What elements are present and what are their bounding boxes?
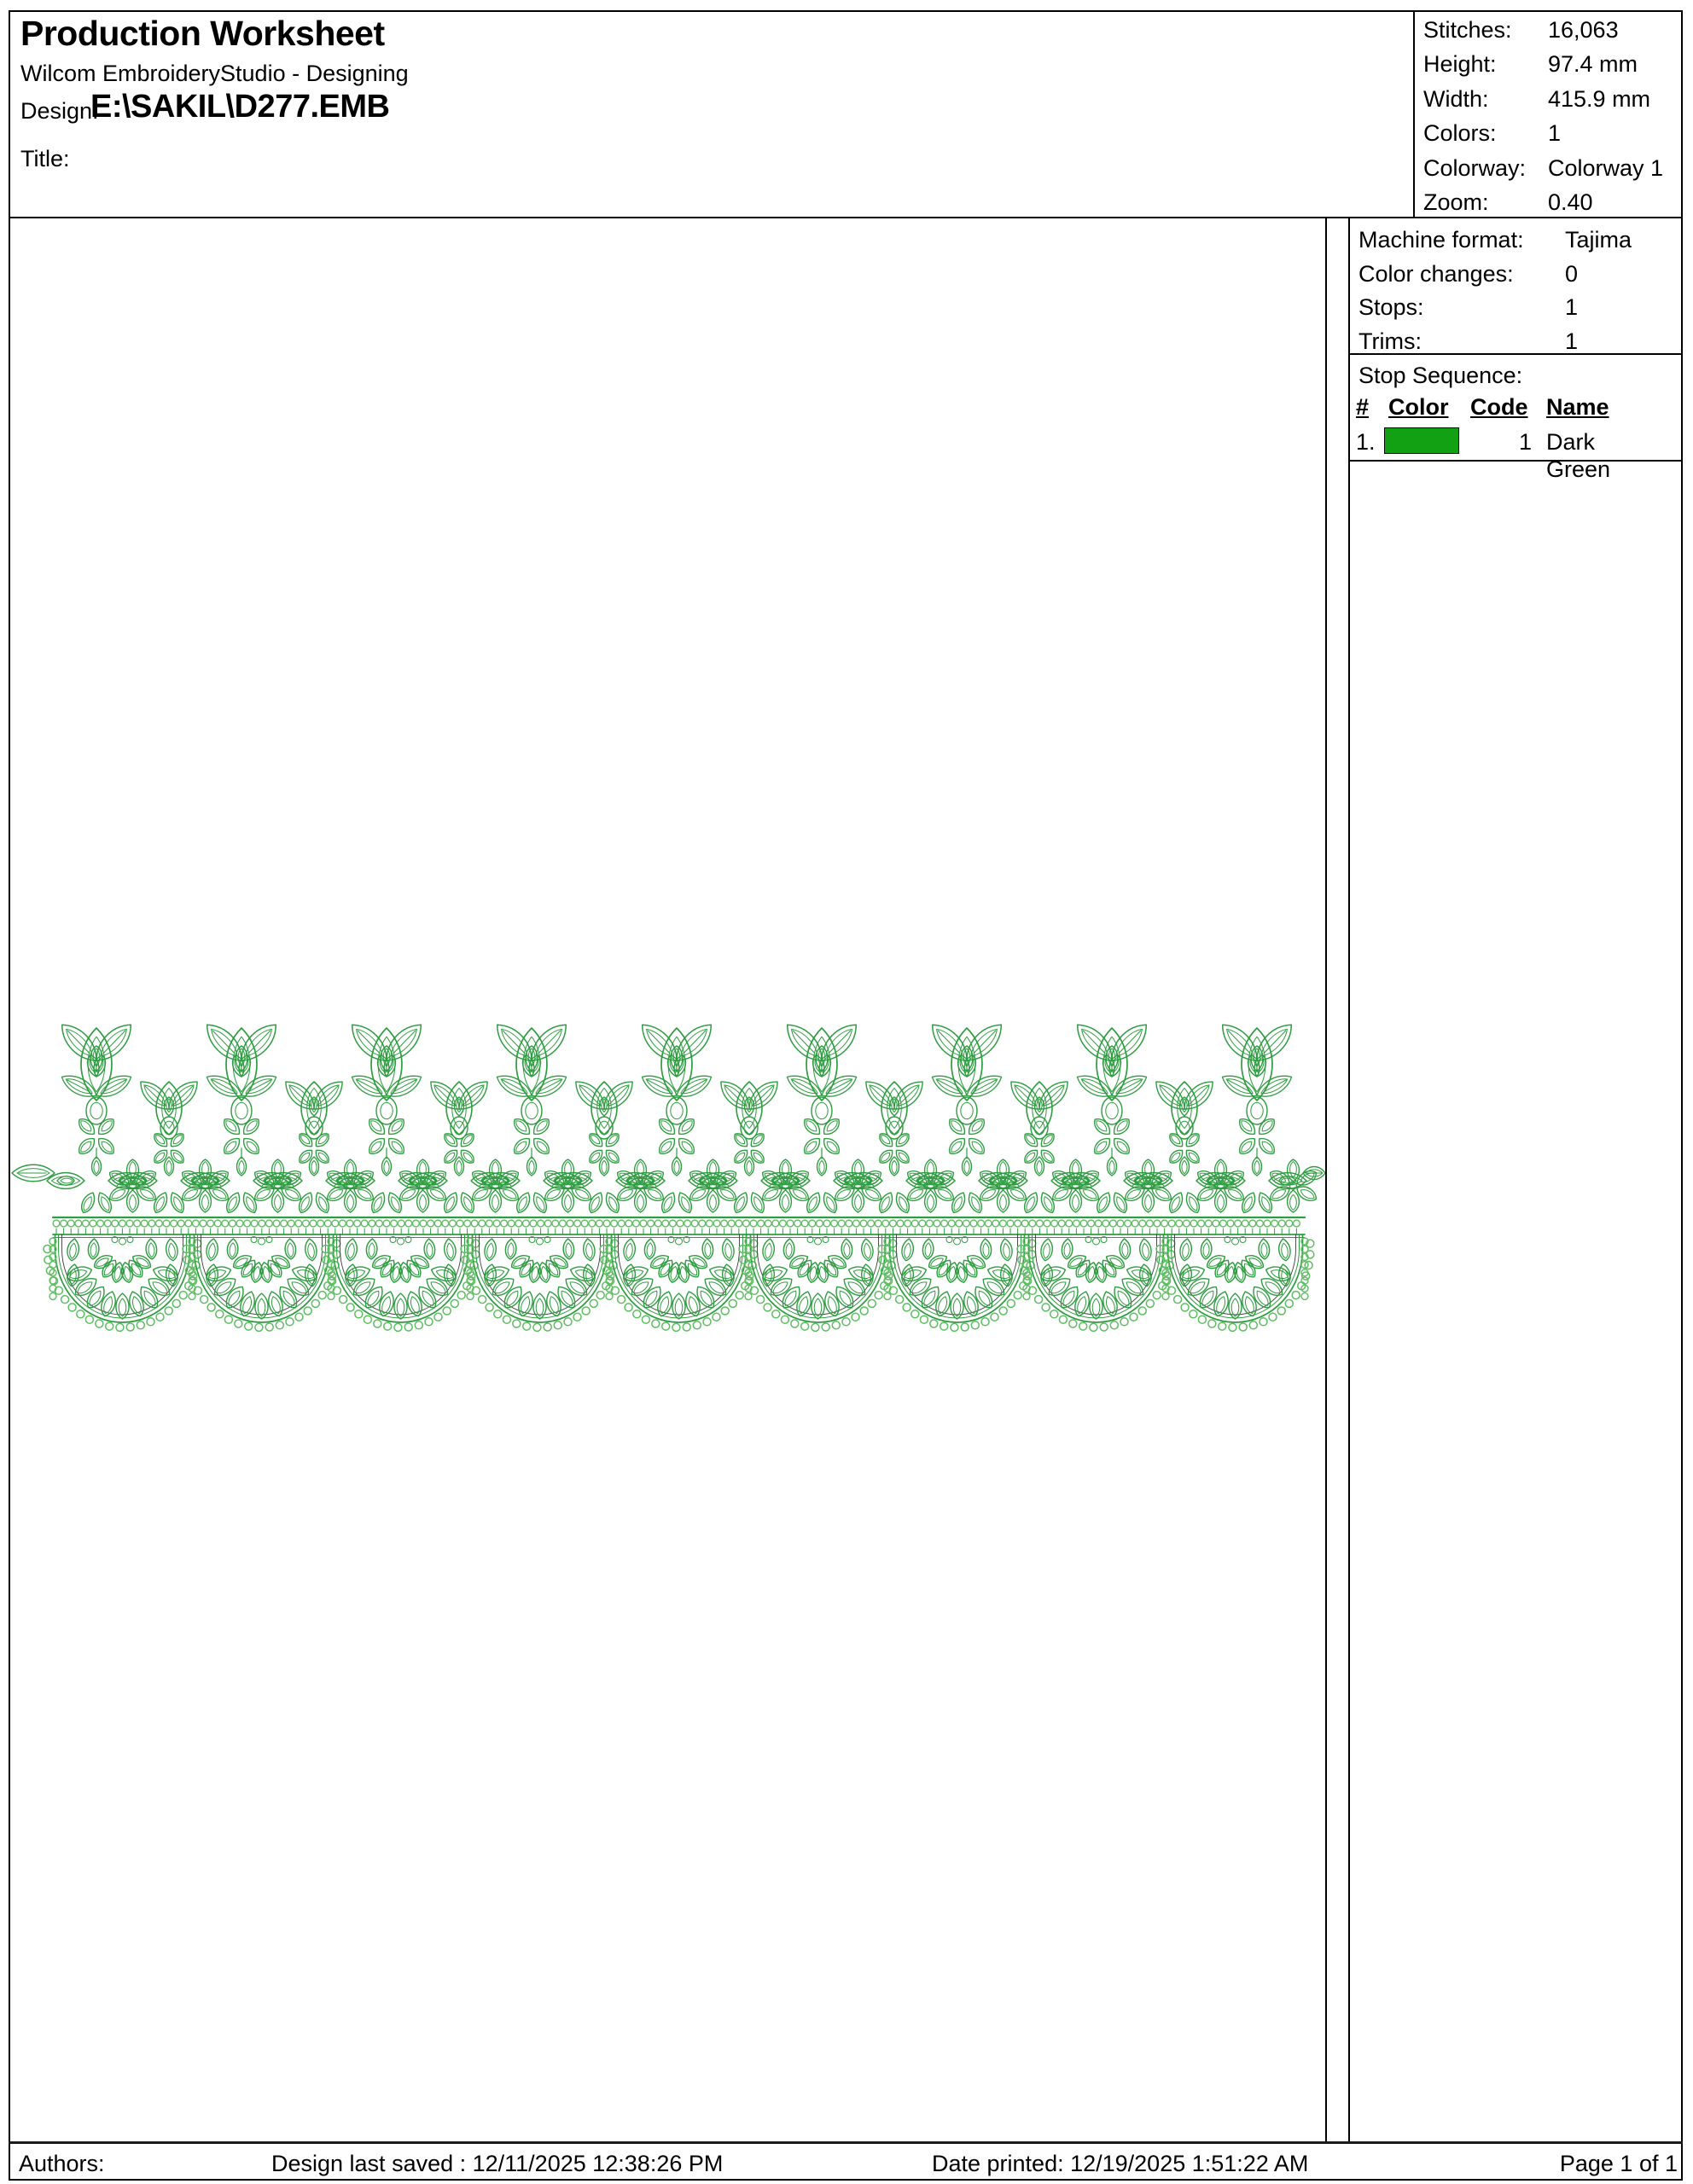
app-name: Wilcom EmbroideryStudio - Designing	[20, 61, 409, 86]
stat-row-colors: Colors: 1	[1423, 117, 1679, 152]
page-border	[9, 10, 1683, 2181]
header-divider	[9, 217, 1683, 218]
footer-divider	[9, 2141, 1683, 2144]
preview-right-border	[1325, 218, 1327, 2142]
column-header-num: #	[1356, 394, 1370, 420]
stat-value: 97.4 mm	[1548, 51, 1638, 78]
stat-row-height: Height: 97.4 mm	[1423, 48, 1679, 83]
stat-label: Height:	[1423, 51, 1497, 78]
machine-row-format: Machine format: Tajima	[1358, 224, 1679, 258]
stat-label: Width:	[1423, 85, 1489, 112]
stop-sequence-box-bottom-border	[1348, 460, 1683, 462]
machine-value: 1	[1565, 294, 1579, 321]
column-header-color: Color	[1388, 394, 1449, 420]
last-saved-text: Design last saved : 12/11/2025 12:38:26 …	[271, 2151, 724, 2176]
machine-label: Color changes:	[1358, 260, 1514, 287]
side-panel-border	[1348, 218, 1683, 2142]
design-preview-svg	[11, 1024, 1325, 1333]
date-printed-text: Date printed: 12/19/2025 1:51:22 AM	[932, 2151, 1309, 2176]
stat-label: Colors:	[1423, 120, 1497, 147]
machine-panel: Machine format: Tajima Color changes: 0 …	[1358, 224, 1679, 358]
stats-box-border	[1413, 10, 1683, 218]
machine-label: Trims:	[1358, 328, 1422, 354]
page-number: Page 1 of 1	[1559, 2151, 1678, 2176]
design-path: E:\SAKIL\D277.EMB	[90, 89, 390, 125]
authors-label: Authors:	[19, 2151, 105, 2176]
machine-value: Tajima	[1565, 227, 1632, 253]
stop-row-code: 1	[1518, 429, 1532, 455]
stat-label: Zoom:	[1423, 189, 1489, 216]
stats-panel: Stitches: 16,063 Height: 97.4 mm Width: …	[1423, 13, 1679, 220]
machine-row-trims: Trims: 1	[1358, 325, 1679, 359]
stop-sequence-title: Stop Sequence:	[1358, 363, 1523, 388]
machine-row-color-changes: Color changes: 0	[1358, 258, 1679, 292]
stat-value: 0.40	[1548, 189, 1593, 216]
stat-label: Stitches:	[1423, 16, 1512, 43]
machine-box-bottom-border	[1348, 353, 1683, 355]
stat-row-zoom: Zoom: 0.40	[1423, 186, 1679, 221]
title-label: Title:	[20, 146, 70, 171]
stat-row-colorway: Colorway: Colorway 1	[1423, 151, 1679, 186]
machine-value: 1	[1565, 328, 1579, 354]
color-swatch	[1384, 427, 1459, 454]
stat-row-width: Width: 415.9 mm	[1423, 82, 1679, 117]
column-header-code: Code	[1470, 394, 1528, 420]
stop-row-name: Dark Green	[1546, 429, 1611, 483]
stat-label: Colorway:	[1423, 154, 1527, 181]
design-label: Design:	[20, 98, 99, 124]
stat-value: 1	[1548, 120, 1562, 147]
machine-label: Machine format:	[1358, 227, 1524, 253]
stat-value: Colorway 1	[1548, 154, 1664, 181]
machine-row-stops: Stops: 1	[1358, 291, 1679, 325]
stop-row-num: 1.	[1356, 429, 1376, 455]
page-title: Production Worksheet	[20, 14, 385, 53]
machine-label: Stops:	[1358, 294, 1424, 321]
stat-row-stitches: Stitches: 16,063	[1423, 13, 1679, 48]
stat-value: 16,063	[1548, 16, 1619, 43]
column-header-name: Name	[1546, 394, 1609, 420]
machine-value: 0	[1565, 260, 1579, 287]
stat-value: 415.9 mm	[1548, 85, 1651, 112]
